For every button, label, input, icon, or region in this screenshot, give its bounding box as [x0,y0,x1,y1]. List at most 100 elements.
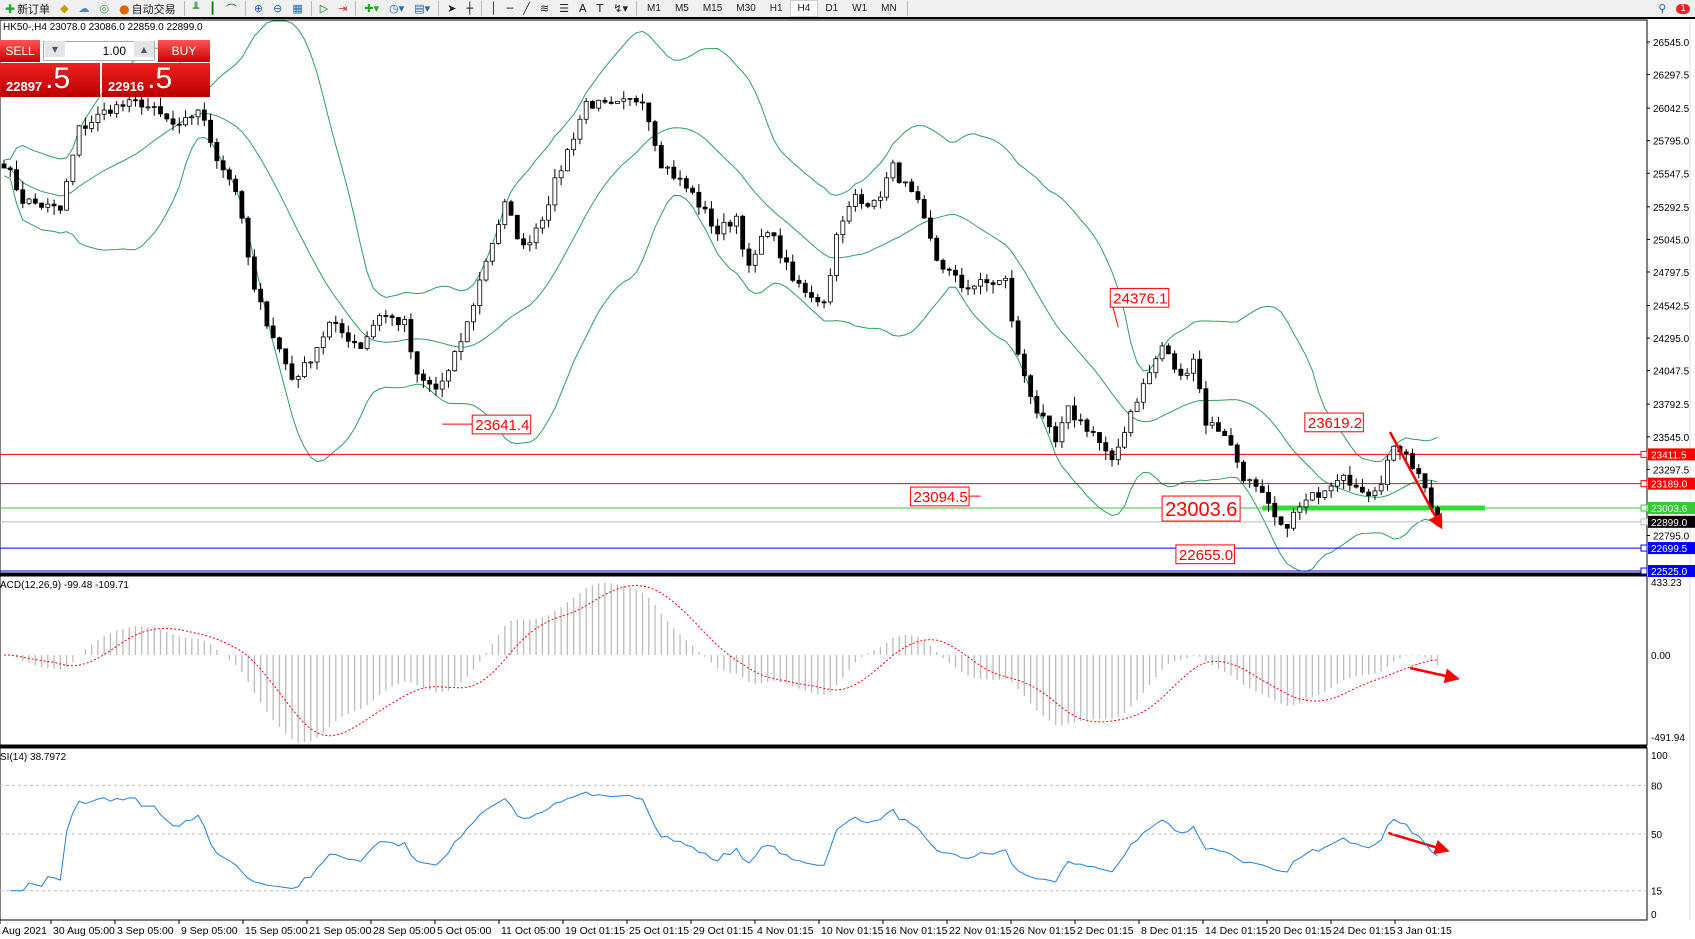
shift-icon[interactable]: ⇥ [338,2,348,15]
zoom-in-icon[interactable]: ⊕ [253,2,264,15]
candle [903,181,908,187]
crosshair-icon[interactable]: ┼ [466,2,474,15]
timeframe-w1[interactable]: W1 [852,3,868,14]
candle [1209,416,1215,429]
candle-body [878,196,883,201]
candle [590,100,595,109]
candle [1197,350,1203,393]
candle-body [928,217,933,239]
arrows-icon[interactable]: ↯▾ [613,2,629,15]
timeframe-m15[interactable]: M15 [702,3,723,14]
bollinger-upper [3,20,1438,463]
scroll-icon[interactable]: ▷ [319,2,329,15]
signal-icon[interactable]: ◎ [99,2,110,15]
sell-button[interactable]: SELL [0,40,40,62]
candle [921,195,927,219]
candle [214,138,220,169]
candle-body [170,118,176,125]
candle-body [990,282,996,285]
candle [183,110,188,127]
timeframe-m5[interactable]: M5 [674,3,689,14]
lot-size-input[interactable]: 1.00 [43,41,155,61]
timeframe-mn[interactable]: MN [881,3,897,14]
horizontal-line-icon[interactable]: ─ [506,2,514,15]
candle [1140,378,1146,410]
bar-chart-icon[interactable]: ╨ [192,2,200,15]
candle-body [959,274,965,289]
candle-body [139,99,145,108]
text-icon[interactable]: A [579,2,587,15]
timeframe-h1[interactable]: H1 [769,3,783,14]
price-axis-label: 25795.0 [1653,137,1690,148]
candle-body [965,287,971,290]
toolbar: ✚ 新订单 ◆ ☁ ◎ ● 自动交易 ╨ ┃ ⌒ ⊕ ⊖ ▦ ▷ ⇥ ✚▾ ◷▾ ▤… [0,0,1695,19]
auto-trading-button[interactable]: ● 自动交易 [119,1,176,16]
candle [45,198,51,213]
candle [1165,343,1171,355]
time-axis-label: 11 Oct 05:00 [501,925,561,937]
line-chart-icon[interactable]: ⌒ [225,2,237,16]
candle-body [571,138,577,151]
vertical-line-icon[interactable]: │ [490,2,497,15]
candle-body [251,256,257,290]
candle [364,331,370,351]
candle [514,214,520,240]
candle [777,228,783,264]
search-icon[interactable]: ⚲ [1658,2,1667,15]
candle-body [320,336,326,348]
price-label-bg [1648,502,1695,515]
label-icon[interactable]: T [596,2,604,15]
candle-body [802,282,808,293]
timeframe-m30[interactable]: M30 [736,3,756,14]
candle [1134,398,1140,412]
candle-body [1284,524,1290,529]
candle-body [496,224,501,244]
fibonacci-icon[interactable]: ≋ [539,2,550,15]
buy-button[interactable]: BUY [158,40,210,62]
trendline-icon[interactable]: ╱ [523,2,530,15]
candle-body [583,101,589,120]
lot-increase-button[interactable]: ▲ [134,41,154,57]
candle [946,267,952,276]
symbol-info: HK50-,H4 23078.0 23086.0 22859.0 22899.0 [3,22,203,33]
bollinger-middle [3,112,1438,498]
templates-icon[interactable]: ▤▾ [414,2,431,15]
candle [1385,455,1390,491]
candle [314,347,320,370]
indicators-icon[interactable]: ✚▾ [364,2,380,15]
candle [1259,479,1265,493]
buy-price[interactable]: 22916.5 [102,63,210,97]
time-axis-label: 5 Oct 05:00 [437,925,491,937]
cloud-icon[interactable]: ☁ [78,2,90,15]
sell-price[interactable]: 22897.5 [0,63,100,97]
tile-icon[interactable]: ▦ [292,2,303,15]
zoom-out-icon[interactable]: ⊖ [273,2,283,15]
candle-body [971,285,977,290]
candle-body [546,204,552,221]
timeframe-m1[interactable]: M1 [647,3,661,14]
candle-body [1378,484,1384,492]
candle [95,106,101,132]
fibonacci-fan-icon[interactable]: ☰ [559,2,570,15]
alerts-button[interactable]: 1 [1671,0,1695,17]
gold-icon[interactable]: ◆ [60,2,69,15]
candle [295,374,301,389]
candle [151,102,157,116]
candle-body [1234,444,1240,463]
candle [1021,349,1027,383]
timeframe-d1[interactable]: D1 [825,3,839,14]
periods-icon[interactable]: ◷▾ [389,2,405,15]
candle [990,280,996,294]
candle-body [14,169,19,191]
new-order-button[interactable]: ✚ 新订单 [5,1,51,16]
rsi-axis-label: 15 [1651,887,1663,898]
lot-decrease-button[interactable]: ▼ [45,41,65,57]
candle [264,300,270,329]
candle-chart-icon[interactable]: ┃ [209,2,216,15]
candle-body [527,242,533,246]
timeframe-h4[interactable]: H4 [789,0,819,17]
candle-body [846,206,852,222]
cursor-icon[interactable]: ➤ [447,2,457,15]
candle [527,235,533,252]
